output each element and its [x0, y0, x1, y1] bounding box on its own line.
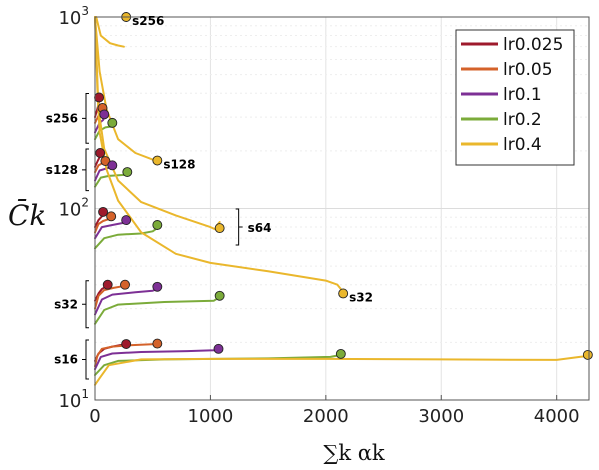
annotation-s128: s128 [46, 163, 78, 177]
annotation-s16: s16 [54, 353, 78, 367]
legend-label-lr0.025: lr0.025 [503, 35, 563, 55]
x-tick-label: 3000 [418, 406, 464, 427]
x-tick-label: 2000 [303, 406, 349, 427]
x-axis-label: ∑k αk [323, 441, 385, 465]
legend-label-lr0.05: lr0.05 [503, 60, 553, 80]
plot-frame [94, 16, 590, 401]
annotation-s64: s64 [248, 221, 272, 235]
y-tick-base: 10 [58, 8, 81, 29]
series-lr0.4-curve-s32 [94, 16, 342, 290]
x-tick-label: 1000 [188, 406, 234, 427]
endpoint-lr0.2-s16 [335, 348, 346, 359]
endpoint-lr0.4-s128 [152, 155, 163, 166]
annotation-bracket-s256 [82, 92, 89, 144]
endpoint-lr0.4-s32 [338, 288, 349, 299]
endpoint-lr0.05-s128 [100, 156, 111, 166]
y-tick-label: 101 [58, 387, 89, 412]
endpoint-lr0.2-s32 [214, 290, 225, 301]
y-axis-label-text: C̄k [8, 198, 46, 232]
annotation-bracket-s16 [82, 339, 89, 380]
y-axis-label: C̄k [8, 198, 46, 232]
annotation-s256: s256 [132, 14, 164, 28]
annotation-bracket-s64 [235, 208, 243, 246]
legend: lr0.025 lr0.05 lr0.1 lr0.2 lr0.4 [455, 29, 575, 166]
endpoint-lr0.05-s32 [120, 279, 130, 290]
y-tick-base: 10 [58, 391, 81, 412]
series-lr0.4-curve-s16 [94, 354, 590, 386]
endpoint-lr0.1-s64 [121, 215, 132, 226]
annotations: s256 s128 s64 s32 s256 s128 s32 s16 [46, 14, 373, 380]
endpoint-lr0.2-s128 [122, 167, 133, 178]
endpoint-lr0.025-s256 [94, 92, 104, 103]
series-lr0.2-curve-s64 [94, 227, 159, 250]
endpoint-lr0.1-s16 [213, 343, 224, 354]
y-tick-label: 102 [58, 196, 89, 221]
endpoint-lr0.025-s16 [121, 339, 132, 349]
y-tick-exponent: 1 [81, 387, 89, 401]
endpoint-lr0.1-s256 [99, 109, 110, 120]
y-tick-label: 103 [58, 4, 89, 29]
legend-label-lr0.2: lr0.2 [503, 110, 542, 130]
endpoint-lr0.1-s128 [107, 160, 118, 171]
endpoints [94, 12, 593, 360]
endpoint-lr0.025-s32 [102, 279, 113, 290]
annotation-s128: s128 [163, 158, 195, 172]
endpoint-lr0.1-s32 [152, 281, 163, 292]
endpoint-lr0.4-s16 [582, 349, 593, 360]
annotation-s32: s32 [54, 297, 78, 311]
x-tick-label: 0 [89, 406, 100, 427]
y-tick-exponent: 2 [81, 196, 89, 210]
annotation-bracket-s32 [82, 280, 89, 329]
endpoint-lr0.2-s64 [152, 220, 163, 230]
endpoint-lr0.025-s64 [98, 206, 109, 217]
legend-label-lr0.4: lr0.4 [503, 135, 542, 155]
annotation-s32: s32 [349, 290, 373, 304]
endpoint-lr0.2-s256 [107, 117, 118, 128]
series-lr0.2-curve-s32 [94, 296, 221, 325]
y-tick-base: 10 [58, 200, 81, 221]
annotation-s256: s256 [46, 111, 78, 125]
legend-label-lr0.1: lr0.1 [503, 85, 542, 105]
series-lr0.05-curve-s16 [94, 343, 159, 368]
endpoint-lr0.4-s64 [214, 223, 225, 234]
endpoint-lr0.025-s128 [95, 148, 106, 158]
endpoint-lr0.05-s16 [152, 338, 163, 349]
series-lr0.4-curve-s256 [95, 16, 125, 48]
x-tick-label: 4000 [534, 406, 580, 427]
endpoint-lr0.05-s64 [106, 211, 117, 222]
series-lr0.05-curve-s32 [94, 284, 126, 310]
annotation-bracket-s128 [82, 148, 89, 192]
series-lr0.1-curve-s32 [94, 288, 159, 316]
y-tick-exponent: 3 [81, 4, 89, 18]
